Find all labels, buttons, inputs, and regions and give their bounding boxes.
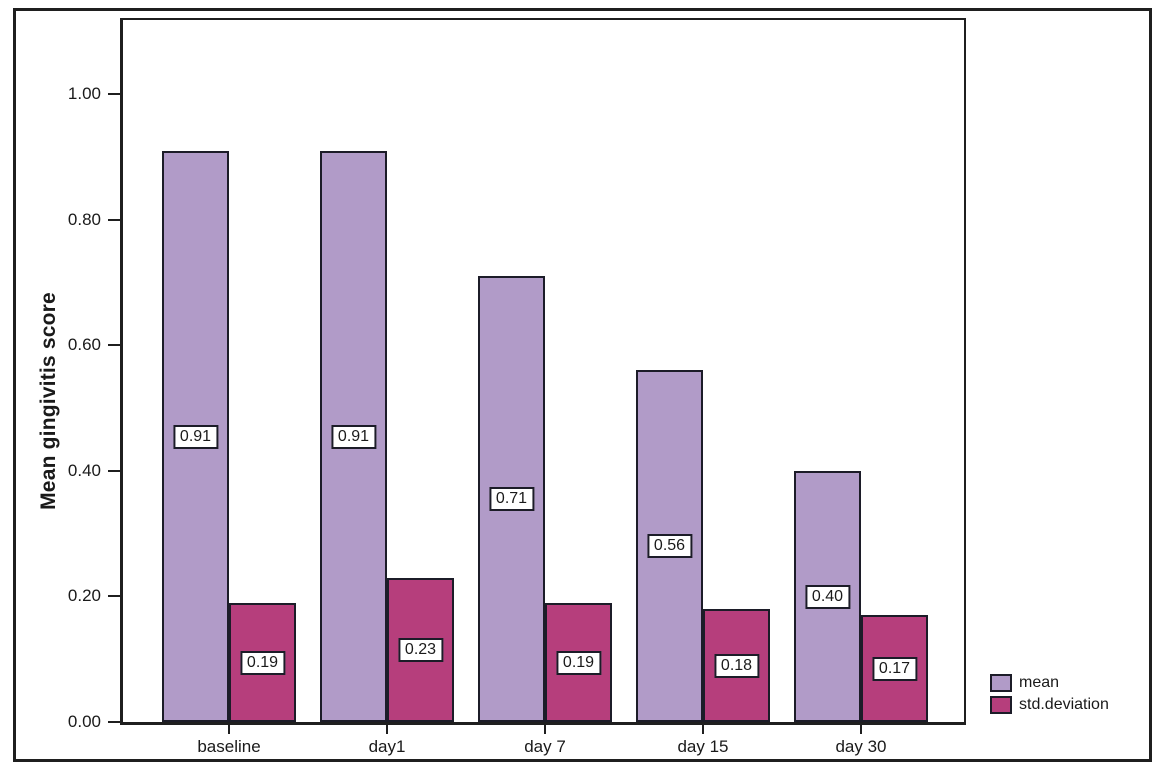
- x-axis-category-label: day 30: [835, 737, 887, 756]
- bar-value-label-std-deviation-0: 0.19: [239, 650, 286, 675]
- legend-label-std-deviation: std.deviation: [1019, 696, 1109, 713]
- y-axis-tick-label: 0.80: [67, 209, 101, 229]
- plot-area: 0.00 0.20 0.40 0.60 0.80 1.00 baseline day1 day …: [68, 18, 966, 756]
- y-axis-tick-mark: [108, 469, 120, 472]
- x-axis-tick-mark: [860, 722, 862, 734]
- x-axis-tick-mark: [544, 722, 546, 734]
- legend-swatch-mean: [990, 674, 1012, 692]
- x-axis-tick-mark: [228, 722, 230, 734]
- y-axis-tick-mark: [108, 93, 120, 95]
- bar-value-label-std-deviation-1: 0.23: [397, 638, 444, 662]
- bar-value-label-mean-0: 0.91: [172, 424, 219, 449]
- bar-value-label-mean-2: 0.71: [488, 487, 535, 511]
- y-axis-tick-label: 0.40: [67, 460, 101, 480]
- y-axis-tick-label: 1.00: [67, 84, 101, 103]
- bar-value-label-std-deviation-3: 0.18: [713, 653, 760, 678]
- x-axis-category-label: day 7: [524, 737, 566, 756]
- x-axis-category-label: day1: [368, 737, 406, 756]
- y-axis-tick-mark: [108, 218, 120, 221]
- x-axis-tick-mark: [386, 722, 388, 734]
- chart-frame: Mean gingivitis score 0.00 0.20 0.40 0.60 0.…: [13, 8, 1152, 762]
- y-axis-tick-mark: [108, 721, 120, 723]
- legend: mean std.deviation: [990, 672, 1109, 716]
- legend-entry-std-deviation: std.deviation: [990, 694, 1109, 716]
- bar-value-label-std-deviation-4: 0.17: [871, 656, 918, 681]
- bar-value-label-mean-4: 0.40: [804, 584, 851, 609]
- legend-swatch-std-deviation: [990, 696, 1012, 714]
- bar-value-label-mean-3: 0.56: [646, 534, 693, 558]
- bar-value-label-std-deviation-2: 0.19: [555, 650, 602, 675]
- y-axis-tick-label: 0.60: [67, 335, 101, 355]
- legend-entry-mean: mean: [990, 672, 1109, 694]
- x-axis-category-label: baseline: [197, 737, 261, 756]
- bar-value-label-mean-1: 0.91: [330, 424, 377, 449]
- y-axis-tick-label: 0.20: [67, 586, 101, 606]
- legend-label-mean: mean: [1019, 674, 1060, 691]
- x-axis-category-label: day 15: [677, 737, 729, 756]
- y-axis-tick-mark: [108, 344, 120, 347]
- y-axis-tick-mark: [108, 595, 120, 598]
- x-axis-tick-mark: [702, 722, 704, 734]
- y-axis-tick-label: 0.00: [67, 712, 101, 731]
